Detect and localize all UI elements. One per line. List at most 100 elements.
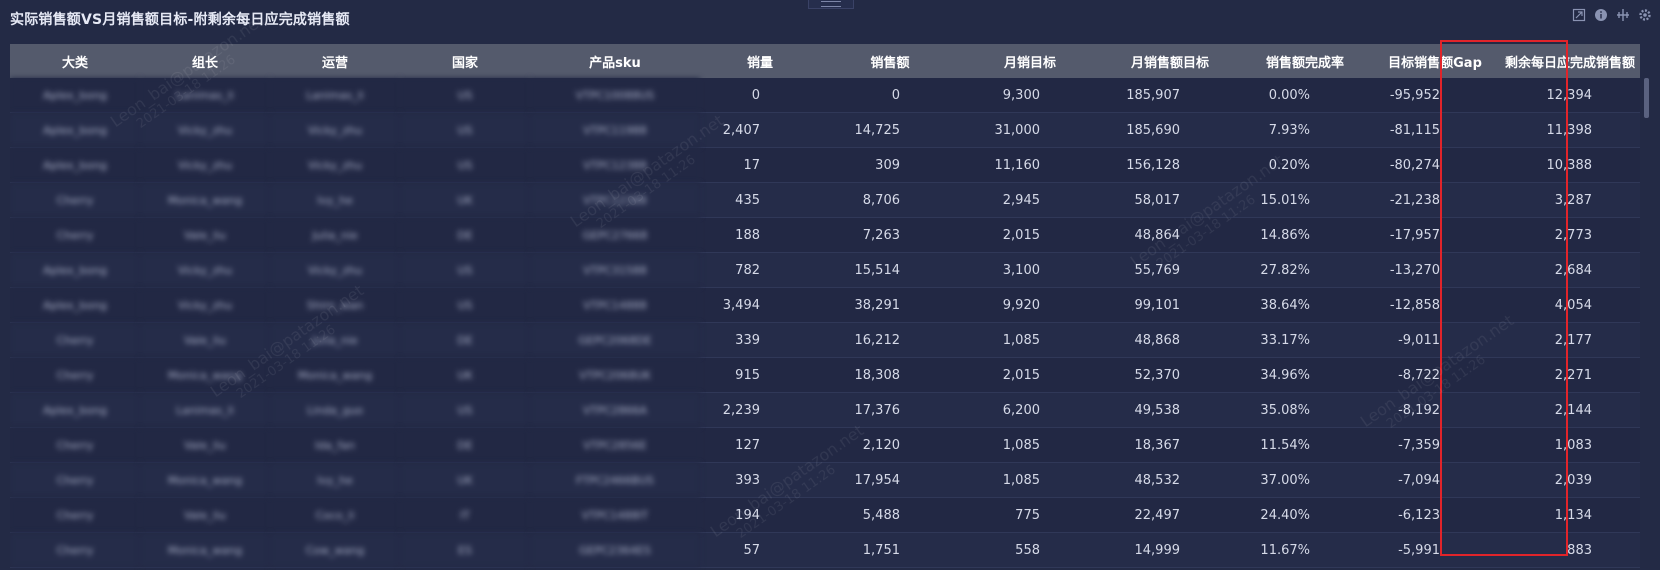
table-row[interactable]: Aplex_bong Vicky_zhu Vicky_zhu US VTPC31588 7… xyxy=(10,252,1640,288)
cell-country: IT xyxy=(400,497,530,533)
cell-team-lead: Vicky_zhu xyxy=(140,147,270,183)
column-header-monthly-target[interactable]: 月销目标 xyxy=(960,44,1100,78)
column-header-category[interactable]: 大类 xyxy=(10,44,140,78)
vertical-scrollbar[interactable] xyxy=(1642,78,1650,568)
cell-category: Cherry xyxy=(10,357,140,393)
table-row[interactable]: Cherry Vale_liu Coco_li IT VTPC1488IT 194 5,48… xyxy=(10,497,1640,533)
cell-monthly-target: 3,100 xyxy=(960,252,1100,288)
cell-monthly-target: 1,085 xyxy=(960,462,1100,498)
cell-volume: 0 xyxy=(700,78,820,113)
settings-icon[interactable] xyxy=(1638,8,1652,22)
cell-operator: Coco_li xyxy=(270,497,400,533)
cell-sales: 0 xyxy=(820,78,960,113)
cell-team-lead: Vale_liu xyxy=(140,497,270,533)
table-row[interactable]: Cherry Monica_wang Monica_wang UK VTPC2068UK… xyxy=(10,357,1640,393)
cell-completion-rate: 0.00% xyxy=(1240,78,1370,113)
column-header-volume[interactable]: 销量 xyxy=(700,44,820,78)
column-header-daily-remaining[interactable]: 剩余每日应完成销售额 xyxy=(1500,44,1640,78)
table-row[interactable]: Aplex_bong Vicky_zhu Vicky_zhu US VTPC12388 1… xyxy=(10,147,1640,183)
drag-handle[interactable] xyxy=(808,0,854,9)
cell-completion-rate: 0.20% xyxy=(1240,147,1370,183)
cell-country: DE xyxy=(400,322,530,358)
cell-completion-rate: 15.01% xyxy=(1240,182,1370,218)
column-header-operator[interactable]: 运营 xyxy=(270,44,400,78)
cell-monthly-sales-target: 99,101 xyxy=(1100,287,1240,323)
cell-completion-rate: 14.86% xyxy=(1240,217,1370,253)
table-row[interactable]: Cherry Monica_wang Cow_wang ES GEPC2364ES 57 1… xyxy=(10,532,1640,568)
table-row[interactable]: Aplex_bong Lanimas_li Linda_guo US VTPC2866A… xyxy=(10,392,1640,428)
cell-volume: 2,239 xyxy=(700,392,820,428)
cell-sales: 5,488 xyxy=(820,497,960,533)
column-header-monthly-sales-target[interactable]: 月销售额目标 xyxy=(1100,44,1240,78)
column-header-country[interactable]: 国家 xyxy=(400,44,530,78)
column-header-team-lead[interactable]: 组长 xyxy=(140,44,270,78)
cell-target-gap: -8,722 xyxy=(1370,357,1500,393)
cell-operator: Cow_wang xyxy=(270,532,400,568)
cell-completion-rate: 24.40% xyxy=(1240,497,1370,533)
cell-team-lead: Monica_wang xyxy=(140,357,270,393)
cell-sales: 8,706 xyxy=(820,182,960,218)
cell-target-gap: -95,952 xyxy=(1370,78,1500,113)
table-row[interactable]: Cherry Vale_liu Julia_nie DE GEPC2068DE 339 16… xyxy=(10,322,1640,358)
expand-icon[interactable] xyxy=(1572,8,1586,22)
cell-volume: 393 xyxy=(700,462,820,498)
cell-target-gap: -80,274 xyxy=(1370,147,1500,183)
table-row[interactable]: Aplex_bong Vicky_zhu Shirn_wan US VTPC14888 3… xyxy=(10,287,1640,323)
cell-volume: 17 xyxy=(700,147,820,183)
cell-sales: 17,954 xyxy=(820,462,960,498)
cell-operator: Julia_nie xyxy=(270,217,400,253)
cell-category: Aplex_bong xyxy=(10,78,140,113)
cell-team-lead: Lanimas_li xyxy=(140,392,270,428)
table-row[interactable]: Cherry Monica_wang Ivy_he UK FTPC2466BUS 393 1… xyxy=(10,462,1640,498)
cell-monthly-target: 9,300 xyxy=(960,78,1100,113)
panel-toolbar xyxy=(1572,8,1652,22)
cell-category: Cherry xyxy=(10,182,140,218)
table-row[interactable]: Cherry Monica_wang Ivy_he UK VTPC12388 435 8,7… xyxy=(10,182,1640,218)
cell-operator: Vicky_zhu xyxy=(270,252,400,288)
cell-team-lead: Vicky_zhu xyxy=(140,112,270,148)
cell-monthly-target: 1,085 xyxy=(960,427,1100,463)
cell-volume: 915 xyxy=(700,357,820,393)
sales-table: 大类 组长 运营 国家 产品sku 销量 销售额 月销目标 月销售额目标 销售额… xyxy=(10,44,1640,568)
column-header-sku[interactable]: 产品sku xyxy=(530,44,700,78)
split-icon[interactable] xyxy=(1616,8,1630,22)
cell-daily-remaining: 2,177 xyxy=(1500,322,1640,358)
cell-sku: VTPC11988 xyxy=(530,112,700,148)
cell-country: UK xyxy=(400,182,530,218)
cell-daily-remaining: 3,287 xyxy=(1500,182,1640,218)
cell-country: US xyxy=(400,147,530,183)
cell-team-lead: Monica_wang xyxy=(140,182,270,218)
cell-category: Aplex_bong xyxy=(10,392,140,428)
cell-monthly-sales-target: 48,532 xyxy=(1100,462,1240,498)
table-row[interactable]: Cherry Vale_liu Ida_fan DE VTPC2856E 127 2,120… xyxy=(10,427,1640,463)
table-body: Aplex_bong Lanimas_li Lanimas_li US VTPC1008… xyxy=(10,78,1640,568)
cell-sales: 15,514 xyxy=(820,252,960,288)
cell-monthly-target: 6,200 xyxy=(960,392,1100,428)
cell-sku: VTPC14888 xyxy=(530,287,700,323)
cell-category: Aplex_bong xyxy=(10,252,140,288)
cell-sku: VTPC2866A xyxy=(530,392,700,428)
table-row[interactable]: Cherry Vale_liu Julia_nie DE GEPC27668 188 7,2… xyxy=(10,217,1640,253)
cell-category: Aplex_bong xyxy=(10,112,140,148)
cell-volume: 339 xyxy=(700,322,820,358)
cell-completion-rate: 7.93% xyxy=(1240,112,1370,148)
cell-volume: 435 xyxy=(700,182,820,218)
column-header-completion-rate[interactable]: 销售额完成率 xyxy=(1240,44,1370,78)
cell-country: US xyxy=(400,112,530,148)
cell-monthly-sales-target: 156,128 xyxy=(1100,147,1240,183)
scrollbar-thumb[interactable] xyxy=(1644,78,1649,118)
cell-sku: VTPC2068UK xyxy=(530,357,700,393)
table-row[interactable]: Aplex_bong Lanimas_li Lanimas_li US VTPC1008… xyxy=(10,78,1640,113)
cell-volume: 2,407 xyxy=(700,112,820,148)
cell-team-lead: Lanimas_li xyxy=(140,78,270,113)
cell-team-lead: Monica_wang xyxy=(140,532,270,568)
info-icon[interactable] xyxy=(1594,8,1608,22)
cell-target-gap: -6,123 xyxy=(1370,497,1500,533)
cell-monthly-target: 558 xyxy=(960,532,1100,568)
column-header-target-gap[interactable]: 目标销售额Gap xyxy=(1370,44,1500,78)
cell-team-lead: Vale_liu xyxy=(140,322,270,358)
column-header-sales[interactable]: 销售额 xyxy=(820,44,960,78)
cell-volume: 127 xyxy=(700,427,820,463)
table-row[interactable]: Aplex_bong Vicky_zhu Vicky_zhu US VTPC11988 2… xyxy=(10,112,1640,148)
